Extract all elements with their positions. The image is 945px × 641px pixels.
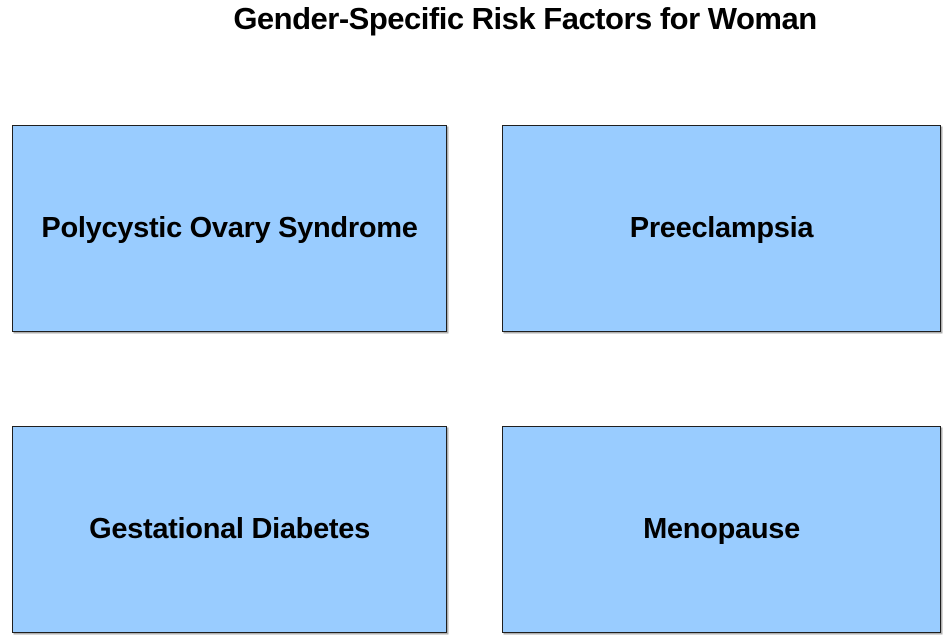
diagram-title: Gender-Specific Risk Factors for Woman (233, 1, 817, 36)
box-label-menopause: Menopause (643, 513, 800, 545)
box-label-gestational-diabetes: Gestational Diabetes (89, 513, 370, 545)
box-preeclampsia: Preeclampsia (502, 125, 941, 332)
box-label-preeclampsia: Preeclampsia (629, 212, 814, 244)
box-menopause: Menopause (502, 426, 941, 633)
box-label-polycystic-ovary-syndrome: Polycystic Ovary Syndrome (41, 212, 418, 244)
box-polycystic-ovary-syndrome: Polycystic Ovary Syndrome (12, 125, 447, 332)
box-gestational-diabetes: Gestational Diabetes (12, 426, 447, 633)
